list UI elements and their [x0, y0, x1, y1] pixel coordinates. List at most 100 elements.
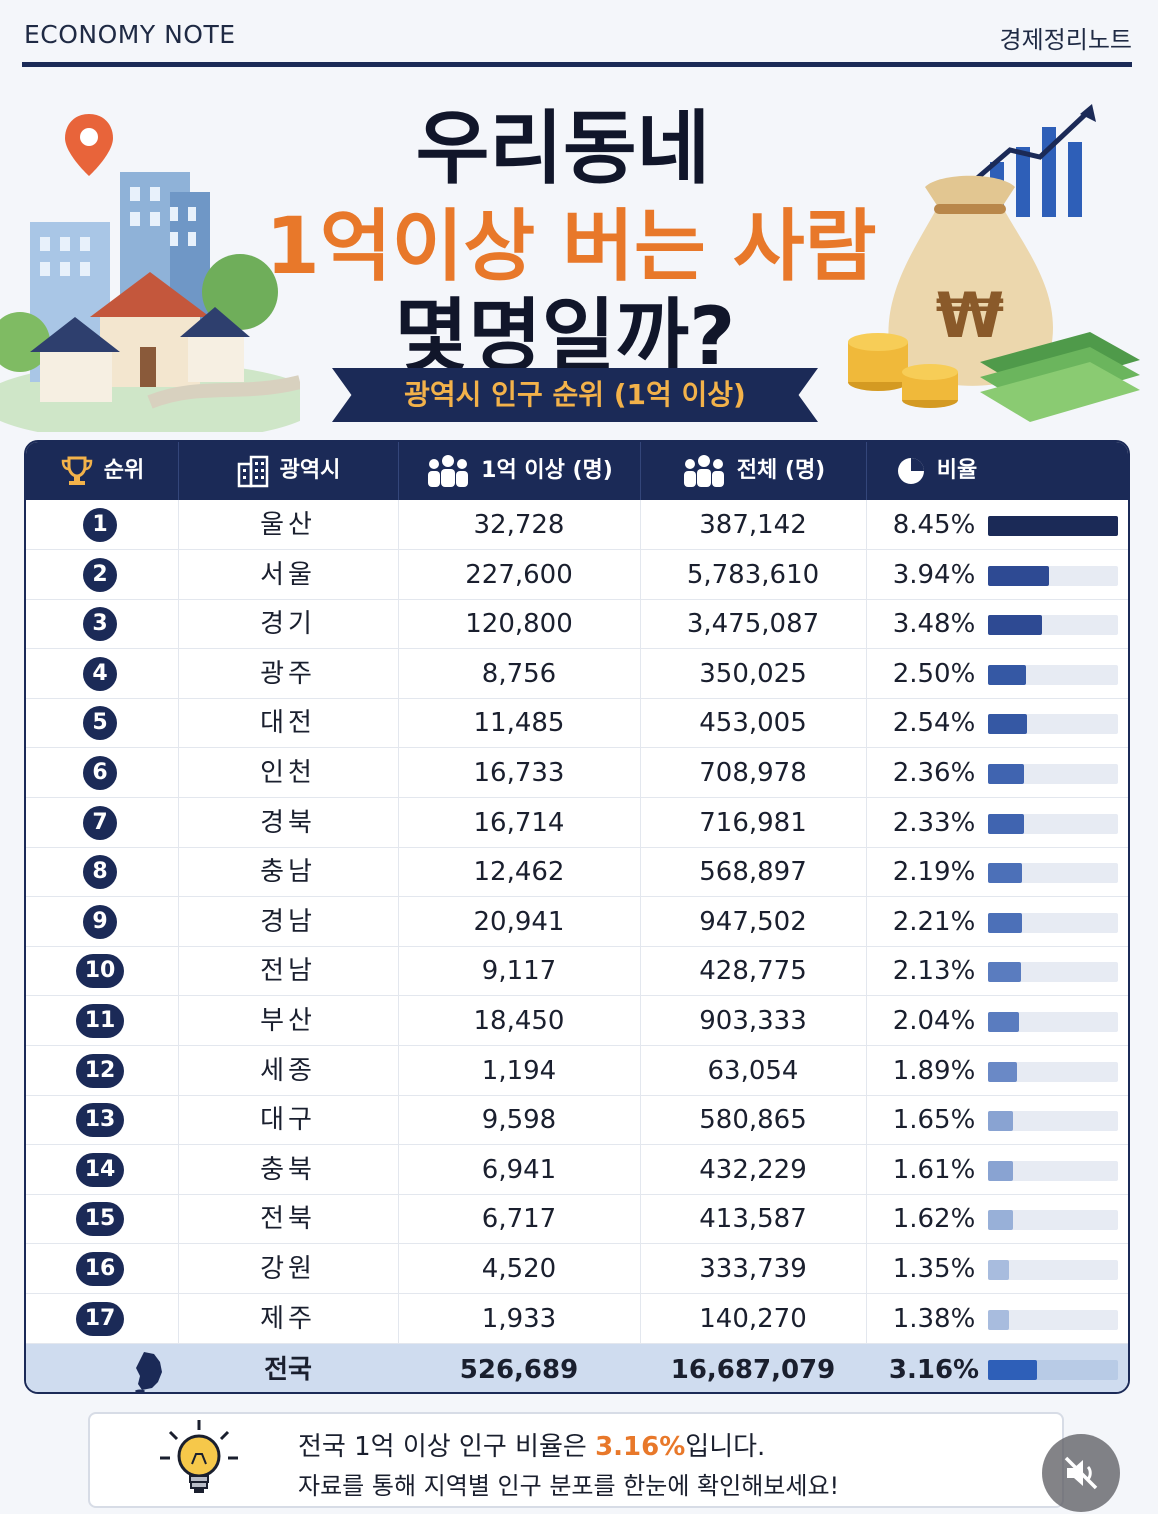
region-cell: 대전: [260, 708, 316, 739]
pie-icon: [897, 458, 924, 484]
table-row: 14 충북 6,941 432,229 1.61%: [26, 1145, 1128, 1195]
total-ratio: 3.16%: [888, 1355, 980, 1385]
ratio-bar: [988, 1061, 1118, 1082]
ratio-cell: 2.36%: [892, 758, 976, 788]
location-pin-icon: [65, 114, 113, 176]
total-cell: 3,475,087: [686, 609, 820, 640]
ribbon-text: 광역시 인구 순위 (1억 이상): [404, 378, 746, 411]
region-cell: 경남: [260, 906, 316, 937]
ratio-cell: 2.21%: [892, 906, 976, 937]
ratio-bar: [988, 1309, 1118, 1330]
ratio-cell: 1.38%: [892, 1303, 976, 1334]
ratio-bar-fill: [988, 813, 1024, 834]
table-row: 7 경북 16,714 716,981 2.33%: [26, 798, 1128, 848]
ratio-cell: 1.65%: [892, 1105, 976, 1136]
region-cell: 전북: [260, 1204, 316, 1235]
ratio-bar: [988, 516, 1118, 536]
coins-icon: [848, 333, 958, 408]
total-row: 전국 526,689 16,687,079 3.16%: [26, 1344, 1128, 1392]
high-earners-cell: 18,450: [473, 1006, 565, 1036]
ratio-bar: [988, 714, 1118, 735]
summary-note: 전국 1억 이상 인구 비율은 3.16%입니다. 자료를 통해 지역별 인구 …: [88, 1412, 1064, 1508]
high-earners-cell: 120,800: [465, 609, 573, 640]
region-cell: 경기: [260, 609, 316, 640]
region-cell: 서울: [260, 559, 316, 590]
rank-badge: 14: [76, 1152, 124, 1187]
ratio-bar-fill: [988, 1160, 1013, 1181]
ratio-bar-fill: [988, 1061, 1017, 1082]
ratio-bar-fill: [988, 962, 1021, 983]
total-cell: 432,229: [699, 1154, 807, 1185]
ratio-bar: [988, 1160, 1118, 1181]
region-cell: 울산: [260, 510, 316, 540]
table-row: 1 울산 32,728 387,142 8.45%: [26, 500, 1128, 550]
ratio-bar: [988, 615, 1118, 636]
total-cell: 903,333: [699, 1006, 807, 1036]
region-cell: 부산: [260, 1006, 316, 1036]
ratio-bar: [988, 912, 1118, 933]
header-high-earners-label: 1억 이상 (명): [481, 458, 613, 483]
high-earners-cell: 4,520: [481, 1254, 557, 1284]
total-cell: 63,054: [707, 1055, 799, 1086]
rank-badge: 4: [83, 656, 117, 691]
ratio-cell: 2.19%: [892, 857, 976, 888]
trophy-icon: [61, 456, 93, 485]
header-total: 전체 (명): [640, 442, 866, 500]
rank-badge: 16: [76, 1252, 124, 1286]
high-earners-cell: 6,941: [481, 1154, 557, 1185]
ratio-cell: 2.13%: [892, 956, 976, 987]
header-region: 광역시: [178, 442, 398, 500]
rank-badge: 12: [76, 1053, 124, 1088]
rank-badge: 10: [76, 954, 124, 989]
table-row: 17 제주 1,933 140,270 1.38%: [26, 1294, 1128, 1344]
total-ratio-bar: [988, 1360, 1118, 1380]
high-earners-cell: 20,941: [473, 906, 565, 937]
ratio-bar: [988, 764, 1118, 784]
header-ratio-label: 비율: [936, 458, 978, 483]
ratio-bar-fill: [988, 1309, 1009, 1330]
region-cell: 광주: [260, 658, 316, 689]
high-earners-cell: 32,728: [473, 510, 565, 540]
total-population: 16,687,079: [670, 1355, 836, 1385]
total-cell: 387,142: [699, 510, 807, 540]
header-divider: [22, 62, 1132, 67]
table-header: 순위 광역시 1억 이상 (명) 전체 (명) 비: [26, 442, 1128, 500]
ratio-bar-fill: [988, 516, 1118, 536]
ratio-cell: 1.35%: [892, 1254, 976, 1284]
high-earners-cell: 6,717: [481, 1204, 557, 1235]
rank-badge: 11: [76, 1004, 124, 1038]
ratio-bar-fill: [988, 1111, 1013, 1132]
ratio-cell: 2.33%: [892, 807, 976, 838]
ratio-bar: [988, 664, 1118, 685]
table-row: 10 전남 9,117 428,775 2.13%: [26, 946, 1128, 997]
total-cell: 580,865: [699, 1105, 807, 1136]
hero-title-line1: 우리동네: [415, 102, 711, 195]
note-line1-accent: 3.16%: [595, 1432, 686, 1462]
ratio-cell: 1.61%: [892, 1154, 976, 1185]
table-row: 6 인천 16,733 708,978 2.36%: [26, 748, 1128, 798]
ratio-cell: 2.04%: [892, 1006, 976, 1036]
header-rank-label: 순위: [103, 458, 145, 483]
high-earners-cell: 12,462: [473, 857, 565, 888]
rank-badge: 9: [83, 904, 117, 939]
region-cell: 전남: [260, 956, 316, 987]
rank-badge: 2: [83, 557, 117, 592]
rank-badge: 15: [76, 1202, 124, 1237]
total-region: 전국: [264, 1355, 312, 1385]
mute-button[interactable]: [1042, 1434, 1120, 1512]
ratio-cell: 1.89%: [892, 1055, 976, 1086]
total-cell: 350,025: [699, 658, 807, 689]
building-icon: [237, 455, 268, 488]
ratio-bar-fill: [988, 1260, 1009, 1280]
ranking-table: 순위 광역시 1억 이상 (명) 전체 (명) 비: [24, 440, 1130, 1394]
total-cell: 716,981: [699, 807, 807, 838]
ratio-cell: 3.48%: [892, 609, 976, 640]
high-earners-cell: 16,714: [473, 807, 565, 838]
header-total-label: 전체 (명): [736, 458, 826, 483]
brand-left: ECONOMY NOTE: [24, 20, 236, 49]
region-cell: 경북: [260, 807, 316, 838]
table-row: 8 충남 12,462 568,897 2.19%: [26, 847, 1128, 898]
high-earners-cell: 1,194: [481, 1055, 557, 1086]
table-row: 12 세종 1,194 63,054 1.89%: [26, 1046, 1128, 1096]
table-row: 2 서울 227,600 5,783,610 3.94%: [26, 550, 1128, 600]
